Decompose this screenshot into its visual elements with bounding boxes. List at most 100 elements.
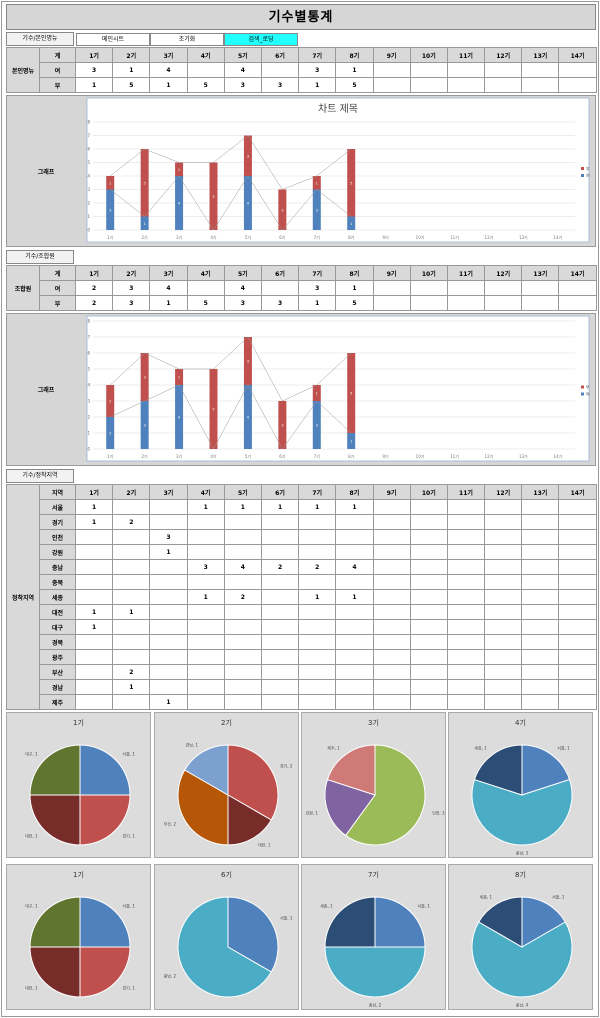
table-cell[interactable] <box>112 499 151 515</box>
table-cell[interactable] <box>112 619 151 635</box>
table-cell[interactable] <box>484 619 523 635</box>
table-cell[interactable] <box>446 62 486 78</box>
table-cell[interactable] <box>484 604 523 620</box>
table-cell[interactable] <box>74 679 114 695</box>
table-cell[interactable]: 3 <box>223 77 262 93</box>
table-cell[interactable]: 1 <box>112 679 151 695</box>
table-cell[interactable] <box>186 649 225 665</box>
table-cell[interactable] <box>335 664 374 680</box>
table-cell[interactable] <box>446 619 486 635</box>
table-cell[interactable] <box>521 280 560 296</box>
table-cell[interactable]: 1 <box>112 604 151 620</box>
table-cell[interactable] <box>372 295 411 311</box>
table-cell[interactable] <box>260 679 300 695</box>
table-cell[interactable] <box>74 559 114 575</box>
table-cell[interactable] <box>446 649 486 665</box>
table-cell[interactable] <box>149 649 188 665</box>
table-cell[interactable] <box>260 694 300 710</box>
table-cell[interactable] <box>74 649 114 665</box>
table-cell[interactable]: 1 <box>149 77 188 93</box>
table-cell[interactable] <box>223 544 262 560</box>
table-cell[interactable] <box>521 634 560 650</box>
table-cell[interactable]: 4 <box>335 559 374 575</box>
table-cell[interactable] <box>446 544 486 560</box>
table-cell[interactable] <box>372 529 411 545</box>
table-cell[interactable]: 1 <box>74 499 114 515</box>
table-cell[interactable] <box>558 559 597 575</box>
table-cell[interactable] <box>335 544 374 560</box>
table-cell[interactable] <box>484 694 523 710</box>
table-cell[interactable] <box>409 694 448 710</box>
table-cell[interactable] <box>521 559 560 575</box>
table-cell[interactable] <box>372 514 411 530</box>
table-cell[interactable] <box>558 589 597 605</box>
table-cell[interactable] <box>446 574 486 590</box>
table-cell[interactable] <box>149 499 188 515</box>
table-cell[interactable]: 2 <box>74 295 114 311</box>
table-cell[interactable] <box>186 679 225 695</box>
table-cell[interactable] <box>223 514 262 530</box>
table-cell[interactable] <box>521 544 560 560</box>
table-cell[interactable] <box>260 634 300 650</box>
table-cell[interactable]: 3 <box>298 62 337 78</box>
table-cell[interactable] <box>484 499 523 515</box>
table-cell[interactable] <box>558 634 597 650</box>
table-cell[interactable] <box>484 634 523 650</box>
table-cell[interactable] <box>521 664 560 680</box>
table-cell[interactable] <box>335 649 374 665</box>
table-cell[interactable] <box>446 529 486 545</box>
table-cell[interactable] <box>558 62 597 78</box>
table-cell[interactable] <box>558 694 597 710</box>
table-cell[interactable] <box>149 574 188 590</box>
table-cell[interactable] <box>298 634 337 650</box>
table-cell[interactable]: 3 <box>186 559 225 575</box>
table-cell[interactable] <box>521 619 560 635</box>
table-cell[interactable]: 1 <box>298 77 337 93</box>
table-cell[interactable] <box>446 499 486 515</box>
table-cell[interactable] <box>446 589 486 605</box>
table-cell[interactable] <box>521 574 560 590</box>
table-cell[interactable] <box>484 649 523 665</box>
table-cell[interactable] <box>558 544 597 560</box>
table-cell[interactable] <box>558 619 597 635</box>
table-cell[interactable] <box>260 619 300 635</box>
table-cell[interactable] <box>74 694 114 710</box>
table-cell[interactable] <box>298 514 337 530</box>
table-cell[interactable] <box>521 499 560 515</box>
table-cell[interactable] <box>409 649 448 665</box>
table-cell[interactable]: 5 <box>335 295 374 311</box>
table-cell[interactable] <box>186 574 225 590</box>
table-cell[interactable] <box>149 604 188 620</box>
table-cell[interactable]: 4 <box>149 280 188 296</box>
table-cell[interactable]: 1 <box>335 499 374 515</box>
table-cell[interactable] <box>112 634 151 650</box>
table-cell[interactable] <box>112 529 151 545</box>
table-cell[interactable] <box>260 574 300 590</box>
table-cell[interactable] <box>112 589 151 605</box>
table-cell[interactable]: 3 <box>260 77 300 93</box>
table-cell[interactable] <box>484 559 523 575</box>
table-cell[interactable]: 5 <box>112 77 151 93</box>
table-cell[interactable] <box>260 649 300 665</box>
table-cell[interactable] <box>558 664 597 680</box>
table-cell[interactable] <box>223 604 262 620</box>
table-cell[interactable] <box>484 514 523 530</box>
table-cell[interactable] <box>298 649 337 665</box>
table-cell[interactable] <box>186 280 225 296</box>
table-cell[interactable] <box>372 280 411 296</box>
table-cell[interactable] <box>521 62 560 78</box>
table-cell[interactable] <box>186 619 225 635</box>
table-cell[interactable]: 4 <box>223 280 262 296</box>
table-cell[interactable]: 4 <box>149 62 188 78</box>
table-cell[interactable] <box>409 280 448 296</box>
table-cell[interactable] <box>260 280 300 296</box>
table-cell[interactable] <box>335 619 374 635</box>
table-cell[interactable] <box>521 77 560 93</box>
table-cell[interactable] <box>335 529 374 545</box>
table-cell[interactable] <box>335 514 374 530</box>
table-cell[interactable] <box>112 574 151 590</box>
table-cell[interactable] <box>186 694 225 710</box>
table-cell[interactable] <box>298 619 337 635</box>
table-cell[interactable] <box>298 694 337 710</box>
table-cell[interactable] <box>74 664 114 680</box>
